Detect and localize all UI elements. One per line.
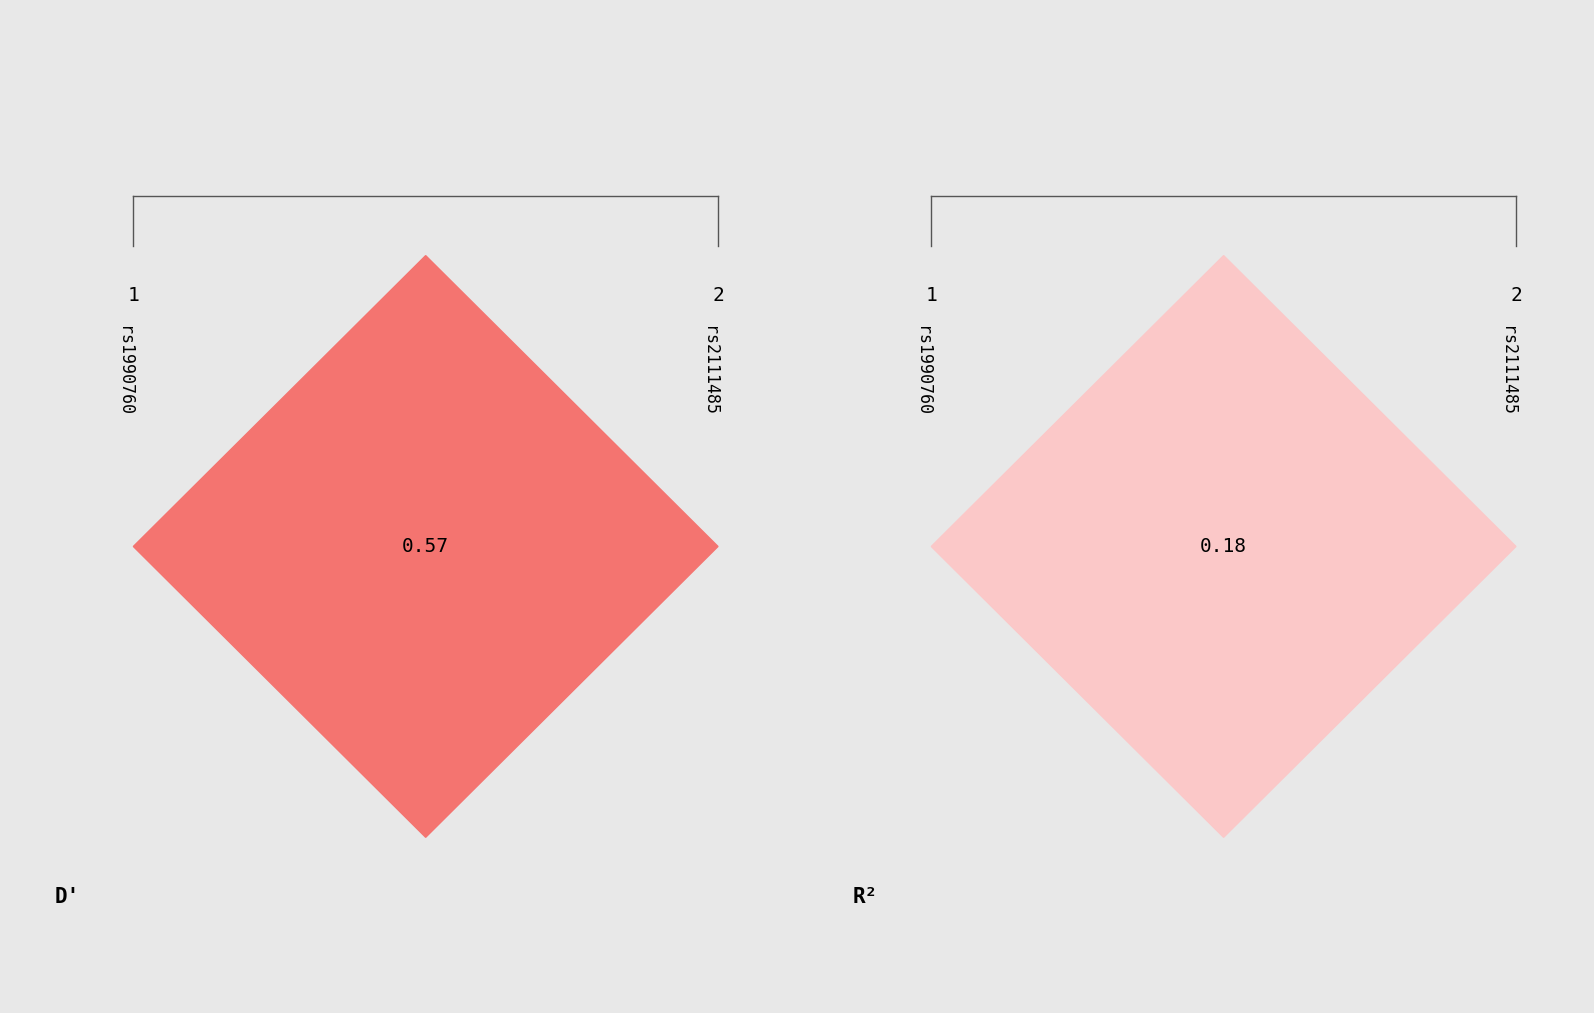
Text: rs1990760: rs1990760 xyxy=(115,325,134,415)
Text: 0.18: 0.18 xyxy=(1200,537,1247,556)
Text: rs1990760: rs1990760 xyxy=(913,325,931,415)
Text: rs2111485: rs2111485 xyxy=(700,325,717,415)
Text: R²: R² xyxy=(853,887,878,908)
Text: rs2111485: rs2111485 xyxy=(1498,325,1516,415)
Polygon shape xyxy=(931,255,1516,838)
Text: D': D' xyxy=(54,887,80,908)
Text: 1: 1 xyxy=(128,286,139,305)
Text: 0.57: 0.57 xyxy=(402,537,450,556)
Text: 2: 2 xyxy=(1510,286,1522,305)
Text: 2: 2 xyxy=(713,286,724,305)
Text: 1: 1 xyxy=(926,286,937,305)
Polygon shape xyxy=(134,255,717,838)
